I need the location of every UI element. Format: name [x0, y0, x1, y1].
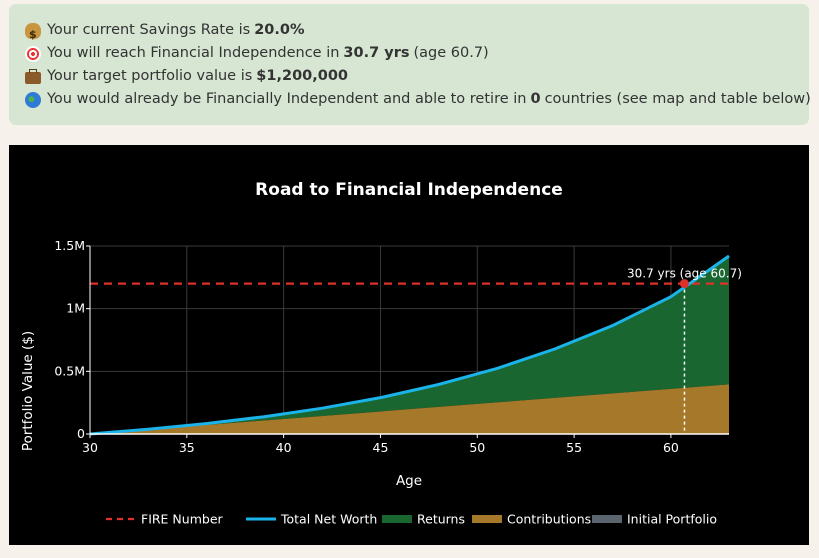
legend-swatch: [472, 515, 502, 523]
fire-chart[interactable]: Road to Financial Independence 30.7 yrs …: [9, 145, 809, 545]
y-tick-label: 1.5M: [54, 238, 85, 253]
savings-rate-line: Your current Savings Rate is 20.0%: [25, 19, 809, 46]
legend-label: Returns: [417, 512, 465, 527]
fi-annotation-label: 30.7 yrs (age 60.7): [627, 267, 742, 281]
legend-label: Total Net Worth: [280, 512, 377, 527]
fi-point-marker: [679, 279, 689, 289]
contributions-area: [90, 384, 729, 434]
returns-area: [90, 256, 729, 434]
legend-swatch: [592, 515, 622, 523]
target-icon: [25, 45, 41, 62]
legend-item[interactable]: Initial Portfolio: [592, 512, 717, 527]
y-tick-label: 1M: [66, 301, 85, 316]
x-axis-label: Age: [396, 473, 422, 489]
target-portfolio-line: Your target portfolio value is $1,200,00…: [25, 65, 809, 88]
x-tick-label: 50: [469, 440, 485, 455]
countries-line: You would already be Financially Indepen…: [25, 88, 811, 111]
chart-svg[interactable]: Road to Financial Independence 30.7 yrs …: [9, 145, 809, 545]
fi-time-label: You will reach Financial Independence in: [47, 45, 340, 61]
legend-item[interactable]: FIRE Number: [106, 512, 224, 527]
countries-post-text: countries (see map and table below): [544, 91, 811, 107]
countries-label: You would already be Financially Indepen…: [47, 91, 527, 107]
legend-item[interactable]: Returns: [382, 512, 465, 527]
briefcase-icon: [25, 68, 41, 84]
legend-swatch: [382, 515, 412, 523]
fi-time-line: You will reach Financial Independence in…: [25, 42, 809, 65]
savings-rate-label: Your current Savings Rate is: [47, 22, 251, 38]
x-tick-label: 60: [663, 440, 679, 455]
savings-rate-value: 20.0%: [254, 22, 305, 38]
globe-icon: [25, 91, 41, 108]
x-tick-label: 45: [373, 440, 389, 455]
legend-label: FIRE Number: [141, 512, 224, 527]
chart-title: Road to Financial Independence: [255, 180, 563, 200]
y-tick-label: 0: [77, 426, 85, 441]
x-tick-label: 30: [82, 440, 98, 455]
countries-value: 0: [530, 91, 541, 107]
legend-label: Contributions: [507, 512, 591, 527]
total-net-worth-line: [89, 254, 730, 436]
y-axis-label: Portfolio Value ($): [20, 331, 36, 451]
fi-time-value: 30.7 yrs: [343, 45, 410, 61]
x-tick-label: 55: [566, 440, 582, 455]
target-portfolio-value: $1,200,000: [256, 68, 349, 84]
money-bag-icon: [25, 22, 41, 46]
x-tick-label: 35: [179, 440, 195, 455]
fire-summary-panel: Your current Savings Rate is 20.0% You w…: [9, 4, 811, 125]
legend-item[interactable]: Total Net Worth: [246, 512, 377, 527]
legend-label: Initial Portfolio: [627, 512, 717, 527]
legend-item[interactable]: Contributions: [472, 512, 591, 527]
target-portfolio-label: Your target portfolio value is: [47, 68, 253, 84]
y-tick-label: 0.5M: [54, 363, 85, 378]
x-tick-label: 40: [276, 440, 292, 455]
fi-age-text: (age 60.7): [413, 45, 489, 61]
